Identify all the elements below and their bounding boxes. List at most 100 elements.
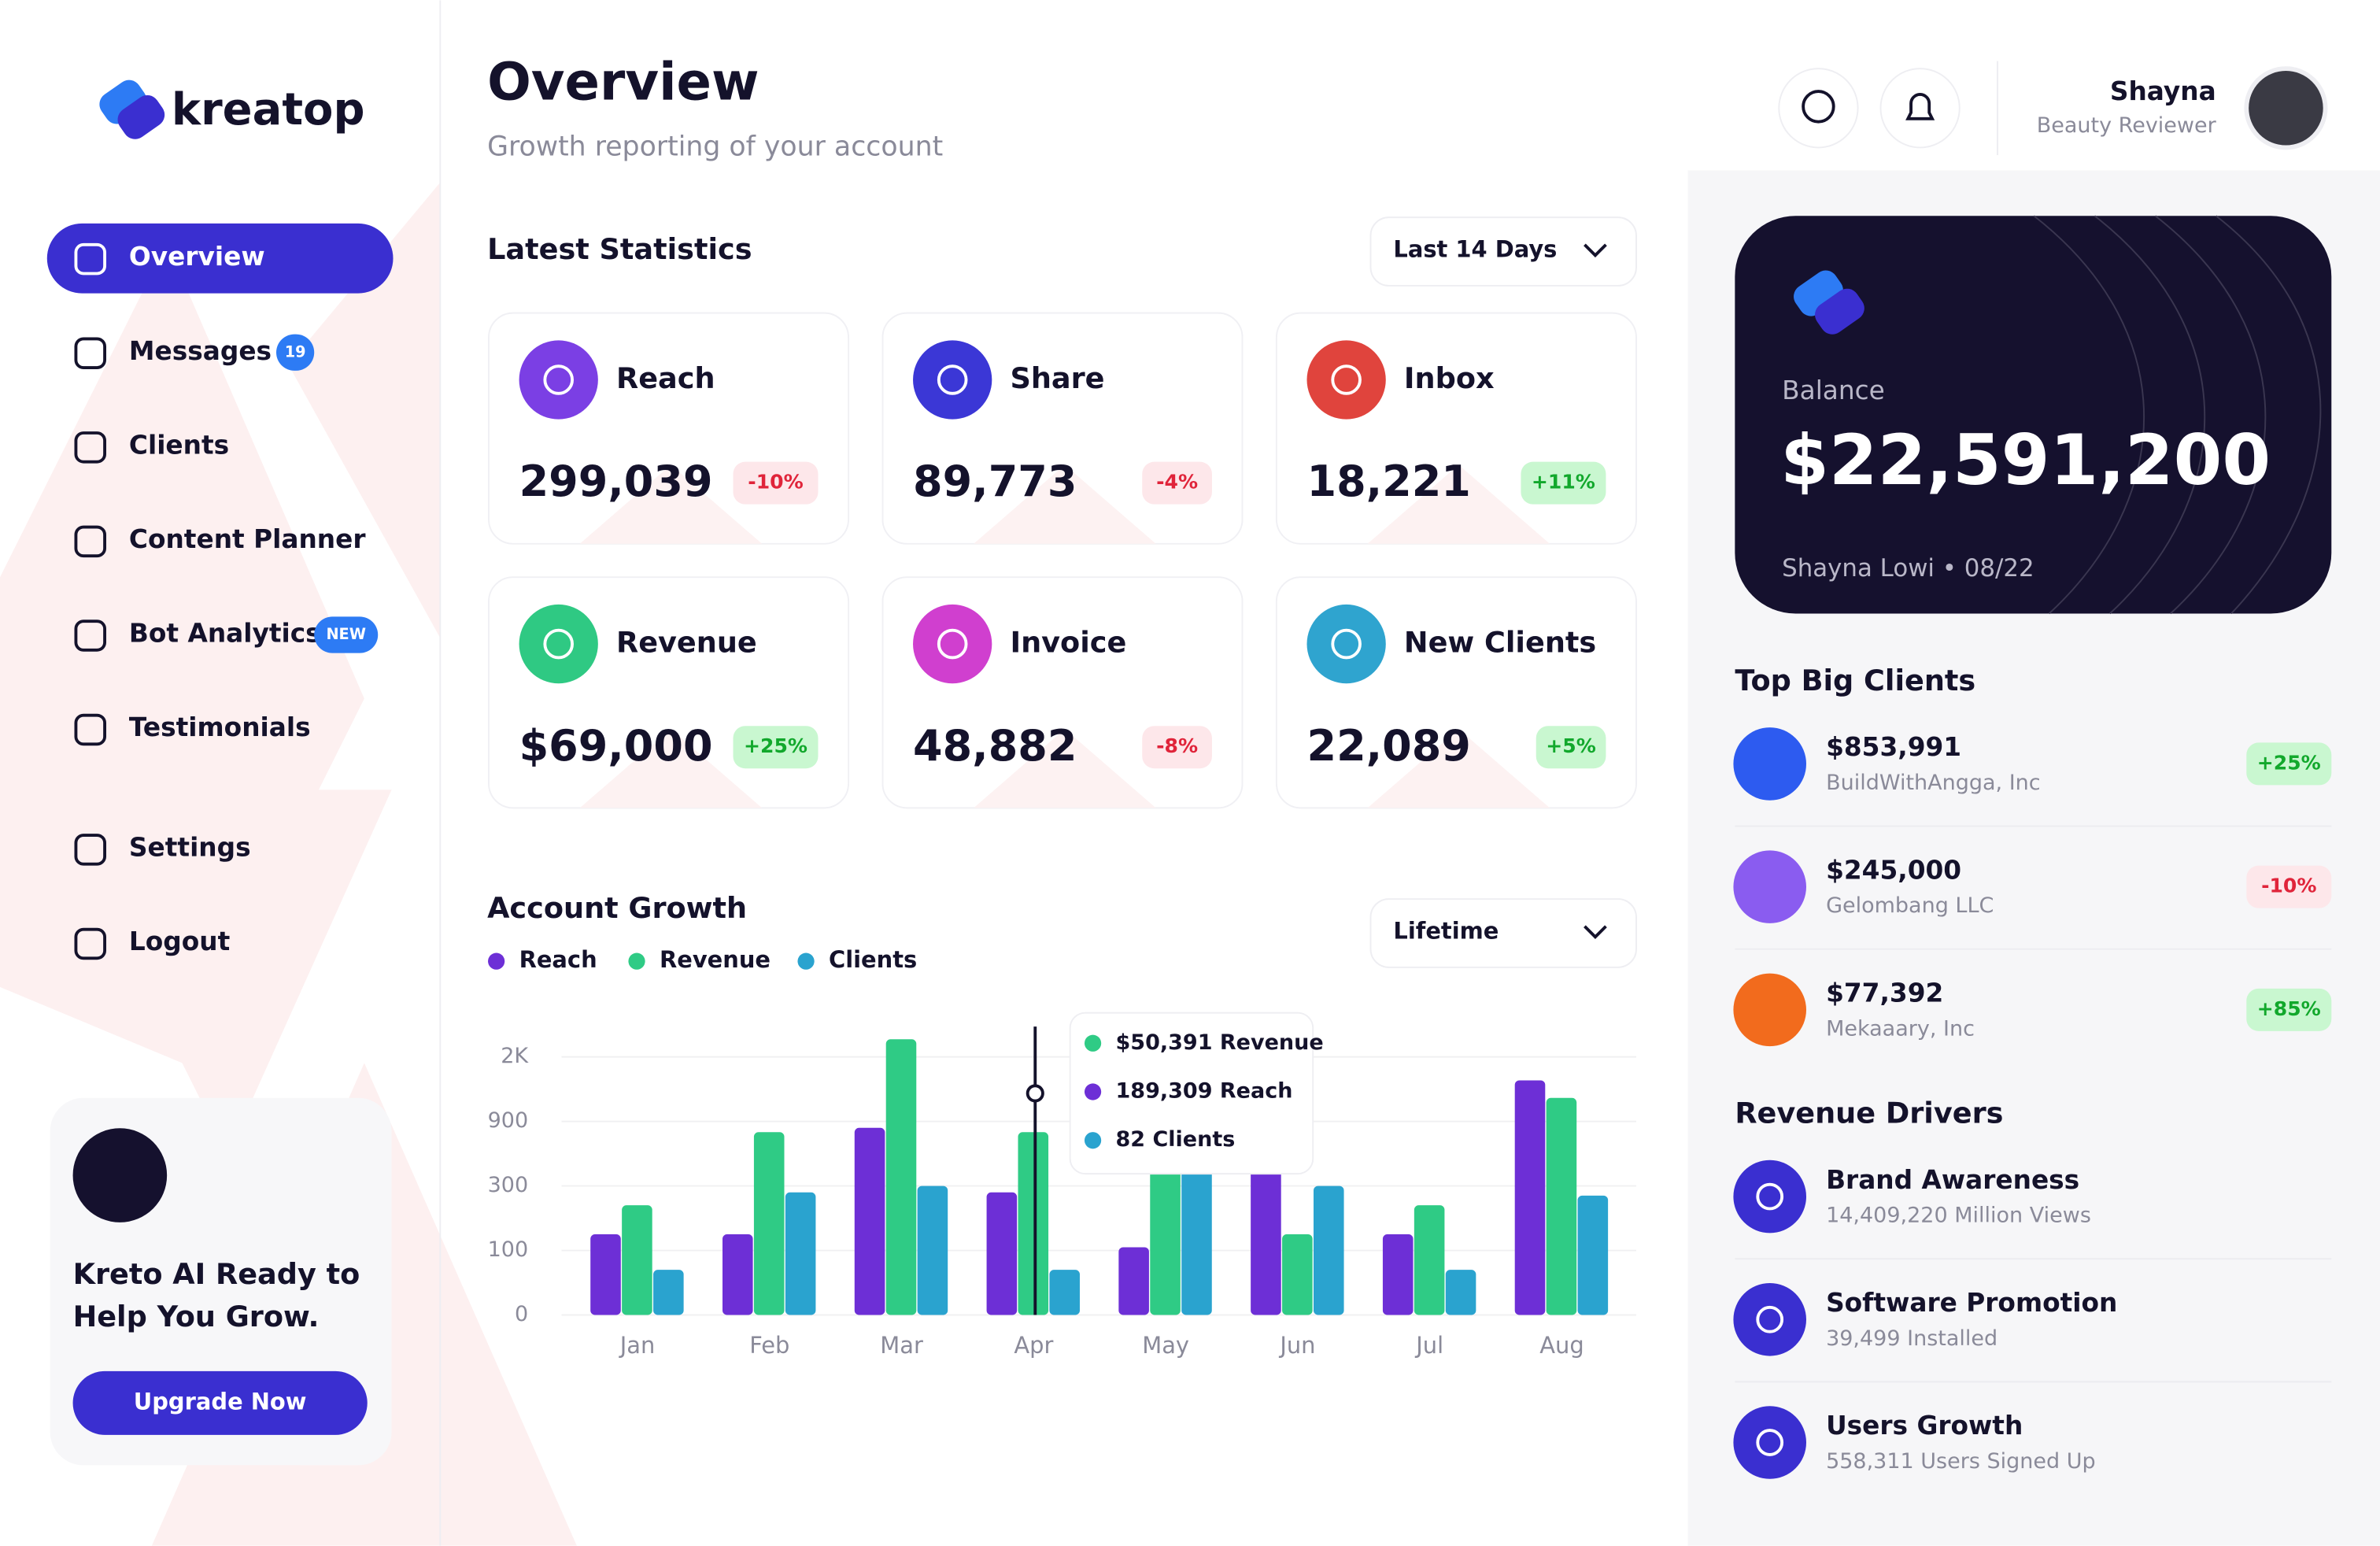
legend-label: Revenue xyxy=(660,946,771,973)
avatar[interactable] xyxy=(2244,66,2328,150)
driver-title: Software Promotion xyxy=(1826,1288,2117,1318)
change-pill xyxy=(1521,461,1606,505)
driver-glyph xyxy=(1756,1429,1784,1456)
stat-value: 18,221 xyxy=(1307,457,1471,506)
section-title: Revenue Drivers xyxy=(1735,1096,2003,1130)
logo xyxy=(99,80,165,139)
nav-icon xyxy=(74,620,106,652)
nav-icon xyxy=(74,242,106,276)
bar xyxy=(1514,1080,1546,1315)
x-tick-label: May xyxy=(1142,1332,1189,1359)
client-amount: $77,392 xyxy=(1826,978,1943,1008)
tooltip-marker xyxy=(1084,1034,1102,1052)
y-tick-label: 300 xyxy=(488,1173,529,1197)
stat-icon-glyph xyxy=(937,364,968,395)
bar xyxy=(1018,1132,1049,1315)
nav-badge xyxy=(276,334,315,371)
stat-label: Invoice xyxy=(1010,626,1126,660)
change-text: +5% xyxy=(1546,734,1596,757)
stat-icon-glyph xyxy=(543,364,575,395)
bar xyxy=(590,1234,621,1315)
stat-icon-glyph xyxy=(543,628,575,660)
driver-glyph xyxy=(1756,1182,1784,1211)
nav-active[interactable] xyxy=(46,223,394,294)
bar xyxy=(1445,1270,1476,1315)
legend-label: Reach xyxy=(519,946,597,973)
nav-label[interactable]: Messages xyxy=(129,336,272,366)
upgrade-button[interactable] xyxy=(72,1370,368,1435)
bar xyxy=(1049,1270,1080,1315)
card-logo xyxy=(1794,270,1864,335)
nav-label[interactable]: Content Planner xyxy=(129,524,366,554)
nav-icon xyxy=(74,337,106,369)
change-text: -10% xyxy=(748,471,803,494)
bar xyxy=(854,1127,885,1315)
legend-marker xyxy=(628,952,645,970)
card-holder: Shayna Lowi • 08/22 xyxy=(1782,554,2034,583)
x-tick-label: Feb xyxy=(749,1332,789,1359)
stat-value: 299,039 xyxy=(519,457,713,506)
button-text: Upgrade Now xyxy=(134,1388,307,1415)
bar xyxy=(1118,1247,1149,1315)
user-name: Shayna xyxy=(2110,76,2216,106)
change-text: -8% xyxy=(1156,734,1198,757)
change-pill xyxy=(1142,461,1212,505)
section-title: Latest Statistics xyxy=(487,232,752,266)
driver-icon xyxy=(1733,1406,1806,1479)
search-button[interactable] xyxy=(1778,68,1859,149)
stat-icon xyxy=(1306,340,1386,420)
client-name: BuildWithAngga, Inc xyxy=(1826,771,2041,795)
y-tick-label: 100 xyxy=(488,1237,529,1262)
bell-icon xyxy=(1905,93,1935,120)
tooltip-text: 189,309 Reach xyxy=(1116,1078,1293,1103)
badge-text: 19 xyxy=(285,342,306,361)
y-tick-label: 900 xyxy=(488,1108,529,1133)
x-tick-label: Aug xyxy=(1539,1332,1584,1359)
stat-icon xyxy=(913,340,992,420)
bar xyxy=(1251,1168,1281,1315)
bar xyxy=(885,1039,917,1315)
nav-label[interactable]: Settings xyxy=(129,832,251,862)
driver-subtitle: 558,311 Users Signed Up xyxy=(1826,1449,2096,1474)
nav-label[interactable]: Overview xyxy=(129,242,265,272)
stat-label: Share xyxy=(1010,361,1104,395)
bar xyxy=(722,1234,753,1315)
stat-value: $69,000 xyxy=(519,721,713,771)
x-tick-label: Jan xyxy=(619,1332,656,1359)
balance-amount: $22,591,200 xyxy=(1780,420,2271,501)
user-role: Beauty Reviewer xyxy=(2037,113,2217,138)
driver-glyph xyxy=(1756,1305,1784,1333)
change-pill xyxy=(1536,726,1606,769)
nav-label[interactable]: Bot Analytics xyxy=(129,619,321,649)
change-pill xyxy=(2246,865,2332,908)
bar xyxy=(622,1205,652,1315)
filter-text: Last 14 Days xyxy=(1393,236,1557,263)
card-pattern xyxy=(579,464,763,544)
nav-label[interactable]: Logout xyxy=(129,926,230,956)
stat-label: Inbox xyxy=(1404,361,1495,395)
notification-button[interactable] xyxy=(1879,68,1961,149)
card-pattern xyxy=(2033,215,2322,615)
chart-filter[interactable] xyxy=(1369,898,1637,968)
nav-label[interactable]: Clients xyxy=(129,430,229,460)
change-text: +25% xyxy=(744,734,808,757)
nav-label[interactable]: Testimonials xyxy=(129,712,311,742)
client-logo xyxy=(1733,727,1806,801)
driver-subtitle: 14,409,220 Million Views xyxy=(1826,1204,2091,1228)
bar xyxy=(917,1185,948,1315)
stats-filter[interactable] xyxy=(1369,216,1637,287)
legend-marker xyxy=(797,952,815,970)
change-text: -4% xyxy=(1156,471,1198,494)
change-text: +25% xyxy=(2257,751,2321,774)
change-text: +11% xyxy=(1532,471,1595,494)
tooltip-text: $50,391 Revenue xyxy=(1116,1030,1324,1055)
stat-icon xyxy=(519,604,598,684)
bar xyxy=(1546,1097,1577,1315)
change-pill xyxy=(2246,742,2332,786)
bar xyxy=(1577,1195,1609,1315)
bar xyxy=(1414,1205,1445,1315)
chart-title: Account Growth xyxy=(487,891,747,925)
y-tick-label: 2K xyxy=(501,1044,529,1068)
page-title: Overview xyxy=(487,52,759,112)
card-pattern xyxy=(974,464,1156,544)
